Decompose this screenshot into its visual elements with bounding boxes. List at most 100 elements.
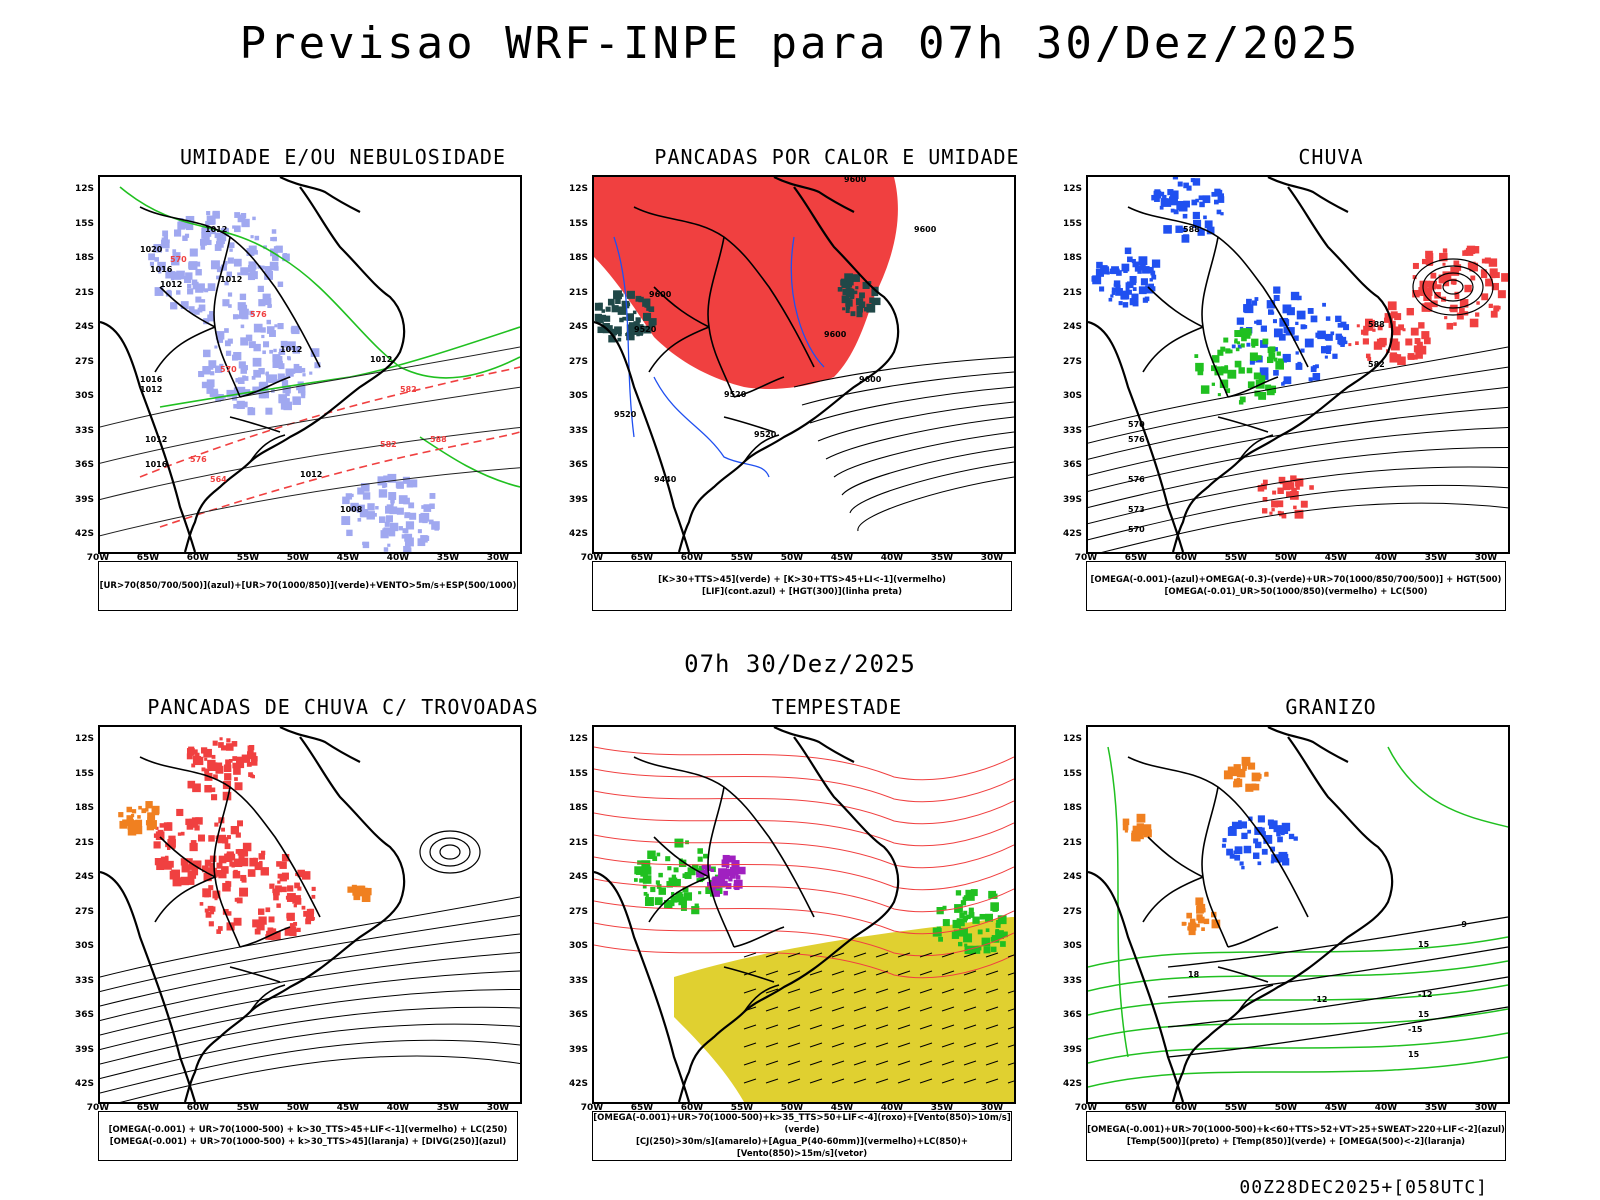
map-canvas: 588 588 582 576 576 573 570 570 <box>1088 177 1508 552</box>
map-frame <box>592 725 1016 1104</box>
map-canvas <box>100 727 520 1102</box>
panel-title: PANCADAS POR CALOR E UMIDADE <box>654 145 1020 169</box>
latitude-label: 39S <box>1062 1044 1082 1055</box>
contour-label: 9440 <box>654 475 677 484</box>
longitude-label: 40W <box>880 1103 904 1113</box>
longitude-label: 60W <box>186 1103 210 1113</box>
contour-label: 573 <box>1128 505 1145 514</box>
storm-purple <box>696 854 746 897</box>
contour-label: 1016 <box>150 265 173 274</box>
latitude-label: 15S <box>74 768 94 779</box>
latitude-label: 12S <box>74 734 94 744</box>
contour-label: 576 <box>190 455 207 464</box>
hail-blue-central <box>1221 815 1298 870</box>
panel-title: CHUVA <box>1298 145 1364 169</box>
longitude-label: 50W <box>1274 553 1298 563</box>
latitude-label: 27S <box>1062 906 1082 917</box>
contour-label: 1012 <box>220 275 242 284</box>
longitude-label: 55W <box>236 1103 260 1113</box>
panel-pancadas-calor: PANCADAS POR CALOR E UMIDADE 9600 9600 9600… <box>569 145 1092 625</box>
map-frame: 1012 1012 1012 1016 1020 1012 1016 1012 1012 1012… <box>98 175 522 554</box>
latitude-label: 18S <box>1062 253 1082 263</box>
longitude-label: 60W <box>1174 553 1198 563</box>
legend-box: [OMEGA(-0.001) + UR>70(1000-500) + k>30_… <box>98 1111 518 1161</box>
wind-vectors <box>743 952 1014 1084</box>
latitude-label: 15S <box>1062 768 1082 779</box>
longitude-label: 30W <box>486 1103 510 1113</box>
contour-label: 1012 <box>145 435 167 444</box>
coastline <box>100 177 406 552</box>
latitude-label: 21S <box>1062 287 1082 298</box>
longitude-label: 65W <box>136 553 160 563</box>
contour-label: 9520 <box>754 430 777 439</box>
coastline <box>594 727 900 1102</box>
temp500-black-contours <box>1167 916 1508 1058</box>
latitude-label: 18S <box>568 253 588 263</box>
latitude-label: 36S <box>568 1010 588 1020</box>
panel-tempestade: TEMPESTADE 12S 15S 18S 21S 24S 27S 30S 33S 36S 39S… <box>569 695 1092 1175</box>
latitude-label: 27S <box>568 906 588 917</box>
contour-label: 1012 <box>140 385 162 394</box>
contour-label: 576 <box>250 310 267 319</box>
country-borders <box>139 206 321 463</box>
longitude-label: 55W <box>730 1103 754 1113</box>
latitude-label: 27S <box>568 356 588 367</box>
legend-line: [UR>70(850/700/500)](azul)+[UR>70(1000/8… <box>99 581 517 591</box>
contour-label: 1012 <box>370 355 392 364</box>
longitude-label: 35W <box>930 1103 954 1113</box>
panel-umidade: UMIDADE E/OU NEBULOSIDADE 1012 1012 1012 101… <box>75 145 598 625</box>
longitude-label: 30W <box>1474 1103 1498 1113</box>
thickness-red-dashed <box>139 366 520 528</box>
map-canvas: 9600 9600 9600 9520 9520 9520 9600 9440 9520 9600 <box>594 177 1014 552</box>
thunder-orange-east <box>347 884 372 903</box>
contour-label: 18 <box>1188 970 1200 979</box>
latitude-label: 24S <box>568 872 588 882</box>
contour-label: 15 <box>1408 1050 1420 1059</box>
map-frame: -9 -12 -12 -15 15 15 15 18 <box>1086 725 1510 1104</box>
latitude-label: 42S <box>568 1079 588 1089</box>
legend-line: [OMEGA(-0.001)-(azul)+OMEGA(-0.3)-(verde… <box>1090 575 1502 585</box>
latitude-label: 21S <box>74 287 94 298</box>
latitude-label: 33S <box>74 975 94 986</box>
longitude-label: 30W <box>980 553 1004 563</box>
contour-label: 15 <box>1418 1010 1430 1019</box>
longitude-label: 50W <box>1274 1103 1298 1113</box>
longitude-label: 40W <box>1374 553 1398 563</box>
country-borders <box>633 206 815 463</box>
longitude-label: 50W <box>286 553 310 563</box>
longitude-label: 50W <box>286 1103 310 1113</box>
longitude-label: 30W <box>486 553 510 563</box>
latitude-label: 12S <box>1062 734 1082 744</box>
longitude-label: 40W <box>386 1103 410 1113</box>
longitude-label: 45W <box>830 553 854 563</box>
contour-label: 582 <box>400 385 417 394</box>
contour-label: 15 <box>1418 940 1430 949</box>
map-canvas: 1012101210121016102010121016101210121012… <box>100 177 520 552</box>
humidity-shade-south <box>341 473 440 552</box>
contour-label: 1016 <box>140 375 163 384</box>
longitude-label: 55W <box>730 553 754 563</box>
longitude-label: 65W <box>630 1103 654 1113</box>
contour-label: 1016 <box>145 460 168 469</box>
latitude-label: 39S <box>1062 494 1082 505</box>
longitude-label: 40W <box>1374 1103 1398 1113</box>
legend-line: [OMEGA(-0.001) + UR>70(1000-500) + k>30_… <box>109 1137 507 1147</box>
latitude-label: 27S <box>74 906 94 917</box>
hail-orange-west <box>1122 813 1152 842</box>
longitude-label: 65W <box>1124 553 1148 563</box>
latitude-label: 33S <box>74 425 94 436</box>
latitude-label: 30S <box>568 941 588 951</box>
panel-chuva: CHUVA 588 588 582 576 576 573 570 570 12S 15S 18S 21… <box>1063 145 1586 625</box>
latitude-label: 24S <box>74 322 94 332</box>
latitude-label: 27S <box>74 356 94 367</box>
contour-label: 588 <box>1368 320 1385 329</box>
longitude-label: 55W <box>1224 1103 1248 1113</box>
latitude-label: 30S <box>1062 391 1082 401</box>
longitude-label: 35W <box>930 553 954 563</box>
legend-line: [OMEGA(-0.001) + UR>70(1000-500) + k>30_… <box>108 1125 508 1135</box>
longitude-label: 65W <box>1124 1103 1148 1113</box>
contour-label: 1012 <box>160 280 182 289</box>
latitude-label: 15S <box>1062 218 1082 229</box>
coastline <box>1088 177 1394 552</box>
model-run-label: 00Z28DEC2025+[058UTC] <box>1239 1177 1488 1198</box>
